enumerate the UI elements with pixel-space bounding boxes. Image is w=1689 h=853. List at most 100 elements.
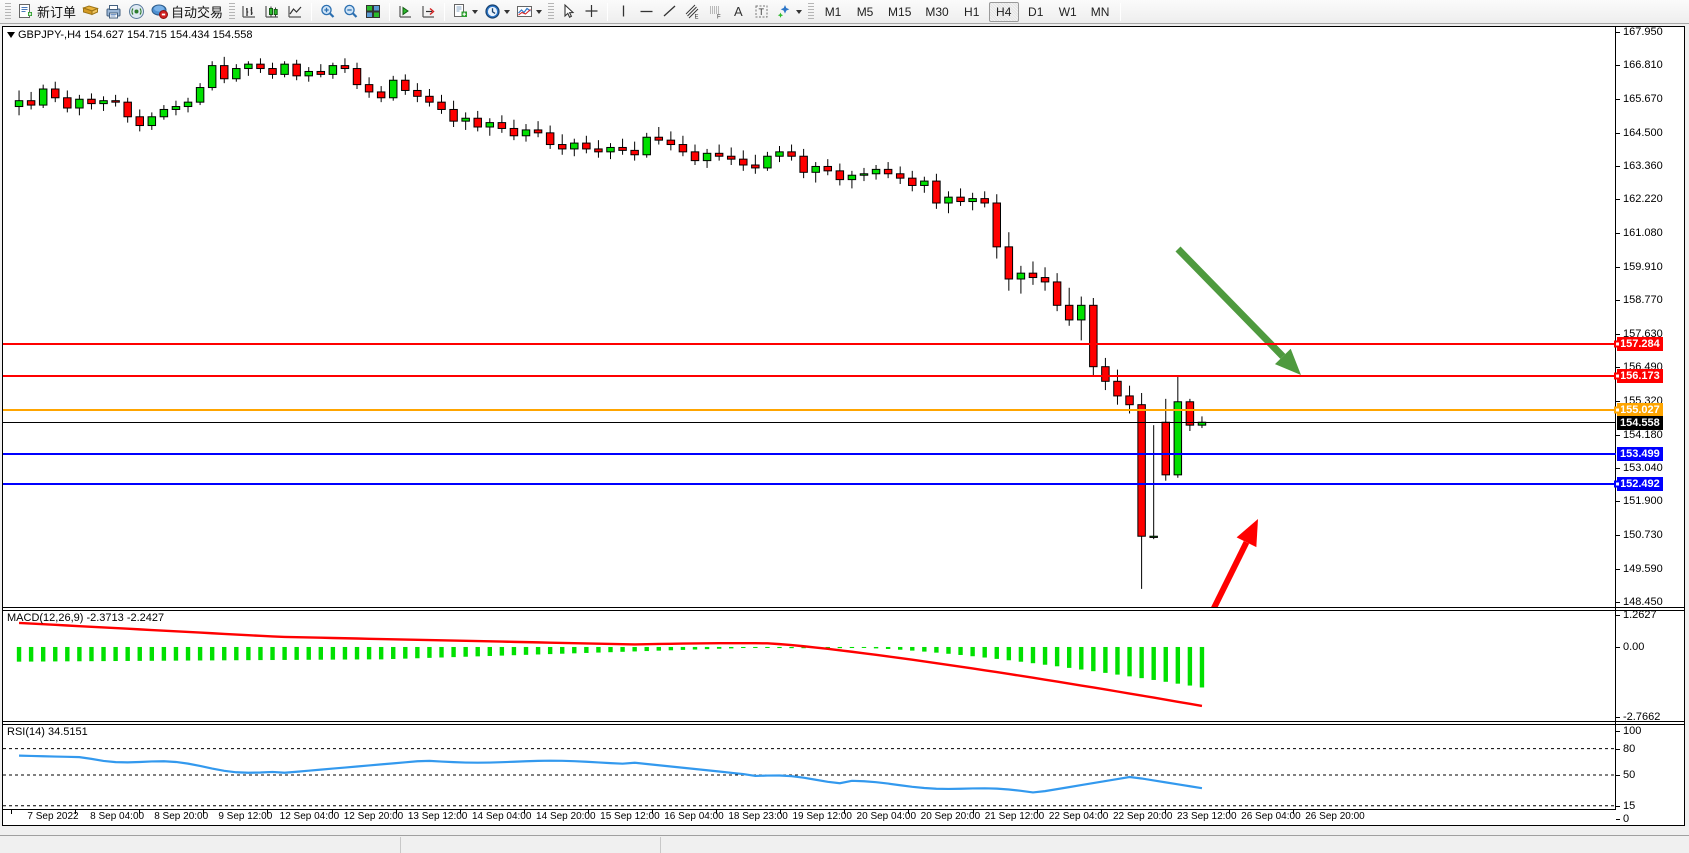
price-axis-label: 153.040 xyxy=(1623,461,1663,474)
broadcast-button[interactable] xyxy=(125,1,148,23)
trendline-button[interactable] xyxy=(658,1,681,23)
price-axis-label: 165.670 xyxy=(1623,92,1663,105)
time-axis-label: 7 Sep 2022 xyxy=(27,811,79,822)
crosshair-button[interactable] xyxy=(580,1,603,23)
macd-axis-label: 0.00 xyxy=(1623,640,1645,653)
support-upper-badge[interactable]: 153.499 xyxy=(1617,447,1663,462)
axis-tick xyxy=(1616,535,1620,537)
equidistant-channel-button[interactable]: E xyxy=(681,1,704,23)
timeframe-w1[interactable]: W1 xyxy=(1058,4,1077,19)
timeframe-h1[interactable]: H1 xyxy=(964,4,980,19)
time-axis-label: 12 Sep 04:00 xyxy=(279,811,340,822)
time-axis[interactable]: 7 Sep 2022 8 Sep 04:00 8 Sep 20:00 9 Sep 12… xyxy=(3,809,1616,825)
zoom-in-button[interactable] xyxy=(316,1,339,23)
entry-line-badge[interactable]: 155.027 xyxy=(1617,402,1663,417)
pane-separator-2 xyxy=(3,721,1684,722)
toolbar-grip[interactable] xyxy=(5,2,11,21)
time-axis-tick xyxy=(267,810,269,814)
equidistant-channel-icon: E xyxy=(684,3,701,21)
axis-tick xyxy=(1616,602,1620,603)
chevron-down-icon-template[interactable] xyxy=(472,9,479,14)
axis-tick xyxy=(1616,98,1620,100)
folder-button[interactable] xyxy=(79,1,102,23)
horizontal-line-button[interactable] xyxy=(635,1,658,23)
price-axis-label: 148.450 xyxy=(1623,596,1663,608)
pane-separator-1 xyxy=(3,607,1684,608)
time-axis-label: 26 Sep 04:00 xyxy=(1241,811,1301,822)
current-price-badge[interactable]: 154.558 xyxy=(1617,416,1663,431)
candlestick-chart-button[interactable] xyxy=(261,1,284,23)
support-lower-badge[interactable]: 152.492 xyxy=(1617,476,1663,491)
timeframe-mn[interactable]: MN xyxy=(1090,4,1110,19)
text-button[interactable]: A xyxy=(727,1,750,23)
toolbar-grip-4[interactable] xyxy=(808,2,815,21)
timeframe-m30[interactable]: M30 xyxy=(925,4,949,19)
timeframe-h4[interactable]: H4 xyxy=(988,1,1019,22)
period-button[interactable] xyxy=(481,1,513,23)
time-axis-tick xyxy=(652,810,653,814)
time-axis-tick xyxy=(11,810,12,814)
chart-shift-icon xyxy=(397,3,414,20)
objects-button[interactable] xyxy=(773,1,805,23)
chart-shift-button[interactable] xyxy=(394,1,417,23)
new-order-button[interactable]: 新订单 xyxy=(14,1,79,23)
rsi-axis-label: 50 xyxy=(1623,769,1636,781)
chevron-down-icon-period[interactable] xyxy=(504,9,511,14)
resistance-lower-badge[interactable]: 156.173 xyxy=(1617,369,1663,384)
time-axis-tick xyxy=(75,810,77,814)
timeframe-m1[interactable]: M1 xyxy=(824,4,842,19)
axis-tick xyxy=(1616,717,1620,718)
chart-window[interactable]: GBPJPY-,H4 154.627 154.715 154.434 154.5… xyxy=(2,26,1685,826)
objects-icon xyxy=(776,3,793,20)
bar-chart-button[interactable] xyxy=(238,1,261,23)
macd-signal-line xyxy=(18,621,1203,708)
axis-tick xyxy=(1616,32,1620,33)
chevron-down-icon-objects[interactable] xyxy=(796,9,803,14)
resistance-upper-badge[interactable]: 157.284 xyxy=(1617,336,1663,351)
auto-trading-button[interactable]: 自动交易 xyxy=(148,1,226,23)
price-axis-divider xyxy=(1615,27,1616,825)
macd-header: MACD(12,26,9) -2.3713 -2.2427 xyxy=(7,612,165,624)
price-axis[interactable]: 167.950 166.810 165.670 164.500 163.360 162.2… xyxy=(1616,26,1684,825)
timeframe-m5[interactable]: M5 xyxy=(856,4,874,19)
cursor-button[interactable] xyxy=(557,1,580,23)
time-axis-tick xyxy=(587,810,589,814)
price-axis-label: 159.910 xyxy=(1623,261,1663,273)
price-pane[interactable]: GBPJPY-,H4 154.627 154.715 154.434 154.5… xyxy=(3,27,1616,607)
printer-button[interactable] xyxy=(102,1,125,23)
zoom-out-button[interactable] xyxy=(339,1,362,23)
text-label-button[interactable]: T xyxy=(750,1,773,23)
rsi-axis-label: 100 xyxy=(1623,725,1642,737)
toolbar-separator-3 xyxy=(444,2,446,21)
trendline-icon xyxy=(661,3,678,20)
new-order-label: 新订单 xyxy=(37,5,77,20)
tile-windows-button[interactable] xyxy=(362,1,385,23)
axis-tick xyxy=(1616,805,1620,807)
line-chart-icon xyxy=(287,3,304,20)
symbol-header-text: GBPJPY-,H4 154.627 154.715 154.434 154.5… xyxy=(18,29,253,41)
timeframe-d1[interactable]: D1 xyxy=(1028,4,1044,19)
toolbar-grip-3[interactable] xyxy=(548,2,555,21)
timeframe-m15[interactable]: M15 xyxy=(888,4,912,19)
zoom-out-icon xyxy=(342,3,359,20)
auto-scroll-button[interactable] xyxy=(417,1,440,23)
axis-tick xyxy=(1616,65,1620,67)
time-axis-tick xyxy=(908,810,910,814)
fibonacci-button[interactable]: F xyxy=(704,1,727,23)
new-template-button[interactable] xyxy=(449,1,481,23)
axis-tick xyxy=(1616,501,1620,503)
vertical-line-button[interactable] xyxy=(612,1,635,23)
auto-trading-label: 自动交易 xyxy=(171,5,224,20)
toolbar-grip-2[interactable] xyxy=(229,2,236,21)
axis-tick xyxy=(1616,467,1620,469)
rsi-pane[interactable]: RSI(14) 34.5151 xyxy=(3,725,1616,825)
price-candles xyxy=(14,56,1301,607)
line-chart-button[interactable] xyxy=(284,1,307,23)
rsi-plot xyxy=(3,748,1616,807)
bar-chart-icon xyxy=(241,3,258,20)
chevron-down-icon-indicators[interactable] xyxy=(536,9,543,14)
time-axis-label: 12 Sep 20:00 xyxy=(343,811,404,822)
indicators-button[interactable] xyxy=(513,1,545,23)
collapse-triangle-icon[interactable] xyxy=(7,32,15,39)
macd-pane[interactable]: MACD(12,26,9) -2.3713 -2.2427 xyxy=(3,611,1616,721)
